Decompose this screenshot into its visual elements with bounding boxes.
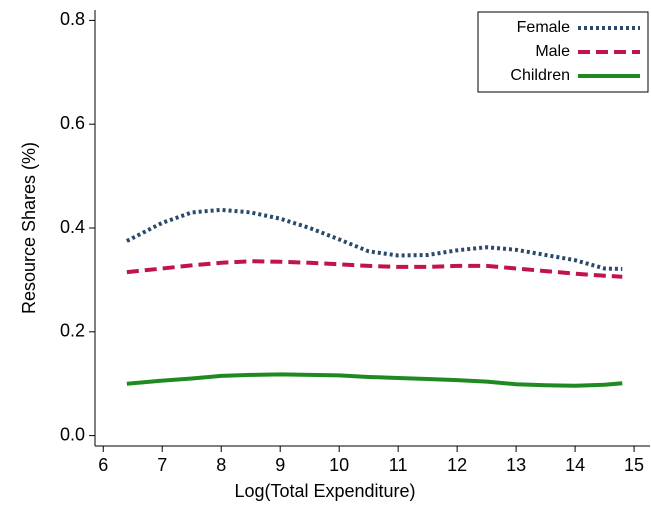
y-tick-label: 0.0 <box>60 424 85 444</box>
y-tick-label: 0.8 <box>60 9 85 29</box>
x-tick-label: 11 <box>389 455 408 475</box>
x-tick-label: 8 <box>216 455 226 475</box>
y-tick-label: 0.2 <box>60 321 85 341</box>
x-axis-label: Log(Total Expenditure) <box>234 481 415 501</box>
series-line <box>126 372 623 388</box>
x-tick-label: 10 <box>329 455 349 475</box>
y-tick-label: 0.4 <box>60 217 85 237</box>
legend-label: Female <box>517 19 570 36</box>
y-tick-label: 0.6 <box>60 113 85 133</box>
legend-label: Male <box>535 43 570 60</box>
y-axis-label: Resource Shares (%) <box>19 142 39 314</box>
x-tick-label: 14 <box>565 455 585 475</box>
x-tick-label: 12 <box>447 455 467 475</box>
x-tick-label: 7 <box>157 455 167 475</box>
x-tick-label: 6 <box>98 455 108 475</box>
series-line <box>125 207 623 272</box>
x-tick-label: 15 <box>624 455 644 475</box>
legend-label: Children <box>510 67 570 84</box>
x-tick-label: 13 <box>506 455 526 475</box>
series-line <box>126 259 623 279</box>
x-tick-label: 9 <box>275 455 285 475</box>
